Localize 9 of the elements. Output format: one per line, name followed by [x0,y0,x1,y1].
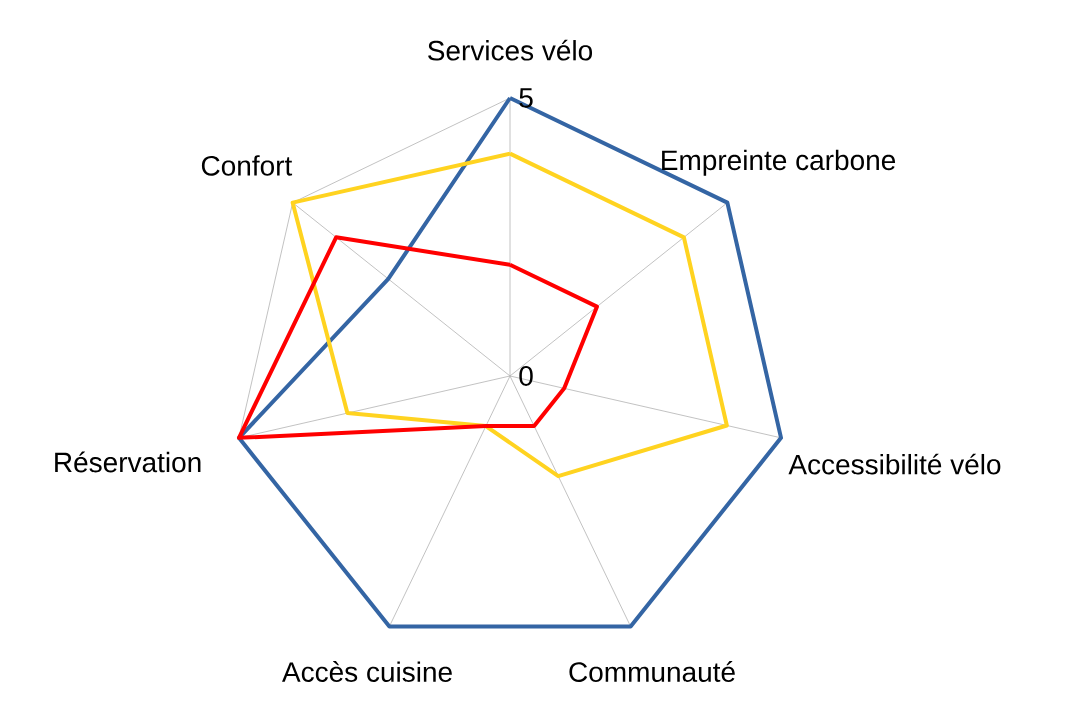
spoke-label: Confort [201,155,293,176]
spoke-label: Communauté [569,661,735,682]
spoke-label: Empreinte carbone [662,149,896,176]
spoke-label: Accessibilité vélo [788,453,1001,475]
y-tick-label: 0 [519,366,533,386]
y-tick-label: 5 [519,88,533,108]
spoke-label: Services vélo [428,39,593,61]
spoke-label: Accès cuisine [282,661,452,682]
spoke-label: Réservation [55,451,201,473]
